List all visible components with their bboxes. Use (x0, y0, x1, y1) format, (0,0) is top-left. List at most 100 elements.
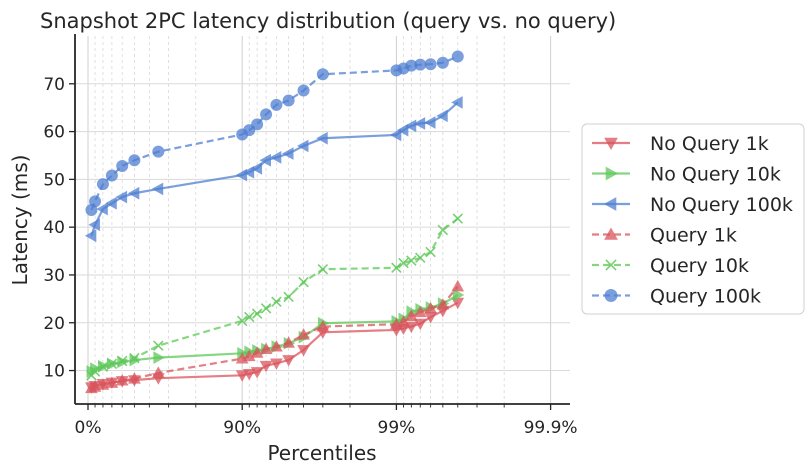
data-point (270, 340, 283, 352)
series-no-query-100k (84, 96, 463, 243)
chart-title: Snapshot 2PC latency distribution (query… (40, 9, 616, 33)
data-point (297, 328, 310, 340)
data-point (415, 252, 426, 263)
data-point (424, 116, 436, 129)
data-point (127, 186, 140, 200)
data-point (271, 296, 282, 307)
data-point (250, 346, 264, 358)
data-point (297, 345, 310, 357)
data-point (244, 311, 255, 323)
legend-marker (603, 197, 617, 211)
data-point (259, 342, 273, 354)
data-point (105, 196, 117, 210)
y-ticks: 10 20 30 40 50 60 70 (43, 75, 75, 382)
x-tick-label: 0% (75, 418, 102, 438)
data-point (153, 351, 165, 364)
legend-marker (604, 227, 618, 240)
data-point (413, 117, 426, 130)
data-point (242, 165, 255, 179)
data-point (260, 303, 272, 314)
data-point (451, 50, 464, 63)
data-point (397, 315, 410, 327)
data-point (236, 315, 248, 327)
data-point (96, 178, 109, 191)
data-point (129, 352, 140, 364)
data-point (317, 263, 329, 275)
y-tick-label: 70 (43, 75, 65, 95)
x-tick-label: 90% (223, 418, 261, 438)
y-tick-label: 10 (43, 362, 65, 382)
data-point (413, 305, 427, 318)
data-point (259, 153, 271, 167)
data-point (151, 182, 164, 196)
data-point (282, 94, 295, 107)
legend-entry: No Query 100k (592, 194, 793, 216)
legend-label: Query 10k (650, 255, 749, 277)
y-tick-label: 20 (43, 314, 65, 334)
legend-marker (605, 259, 617, 271)
legend-label: Query 100k (650, 286, 761, 308)
y-tick-label: 40 (43, 218, 65, 238)
data-point (270, 98, 283, 111)
series-line (90, 217, 459, 377)
data-point (316, 68, 329, 81)
data-point (282, 147, 294, 160)
data-point (235, 370, 249, 382)
legend-entry: No Query 1k (592, 133, 769, 155)
legend-entry: Query 10k (592, 255, 749, 277)
data-point (96, 202, 108, 216)
data-point (298, 276, 309, 288)
x-tick-label: 99.9% (524, 418, 578, 438)
data-point (437, 224, 449, 236)
x-tick-label: 99% (378, 418, 416, 438)
data-point (88, 218, 100, 232)
data-point (115, 374, 129, 386)
data-point (424, 312, 437, 324)
legend-marker (604, 137, 618, 151)
plot-area (84, 50, 465, 394)
data-point (391, 262, 402, 274)
data-point (436, 109, 448, 123)
series-line (90, 101, 459, 237)
data-point (270, 358, 283, 370)
data-point (116, 355, 128, 367)
data-point (106, 358, 118, 370)
data-point (269, 151, 282, 164)
data-point (436, 298, 450, 310)
data-point (282, 355, 295, 367)
data-point (316, 320, 330, 332)
data-point (260, 108, 273, 121)
data-point (105, 376, 119, 388)
y-tick-label: 50 (43, 170, 65, 190)
data-point (396, 123, 409, 137)
data-point (152, 145, 165, 158)
data-point (297, 139, 309, 153)
data-point (413, 318, 427, 331)
legend-entry: Query 100k (592, 286, 761, 308)
data-point (297, 84, 310, 97)
data-point (250, 367, 264, 379)
legend-entry: No Query 10k (592, 164, 781, 186)
series-query-100k (85, 50, 464, 216)
data-point (115, 190, 128, 204)
data-point (414, 58, 427, 71)
data-point (282, 336, 295, 348)
data-point (242, 368, 256, 381)
data-point (404, 309, 418, 321)
legend-label: Query 1k (650, 225, 737, 247)
legend-box (581, 123, 805, 315)
x-axis-label: Percentiles (267, 441, 376, 465)
legend-entry: Query 1k (592, 225, 737, 247)
data-point (151, 366, 165, 378)
grid-lines (75, 36, 570, 404)
data-point (259, 360, 273, 373)
data-point (251, 118, 264, 131)
data-point (96, 378, 110, 390)
data-point (105, 169, 118, 182)
data-point (128, 154, 141, 167)
data-point (89, 195, 102, 208)
data-point (283, 291, 294, 303)
data-point (89, 366, 101, 377)
legend-label: No Query 10k (650, 164, 781, 186)
